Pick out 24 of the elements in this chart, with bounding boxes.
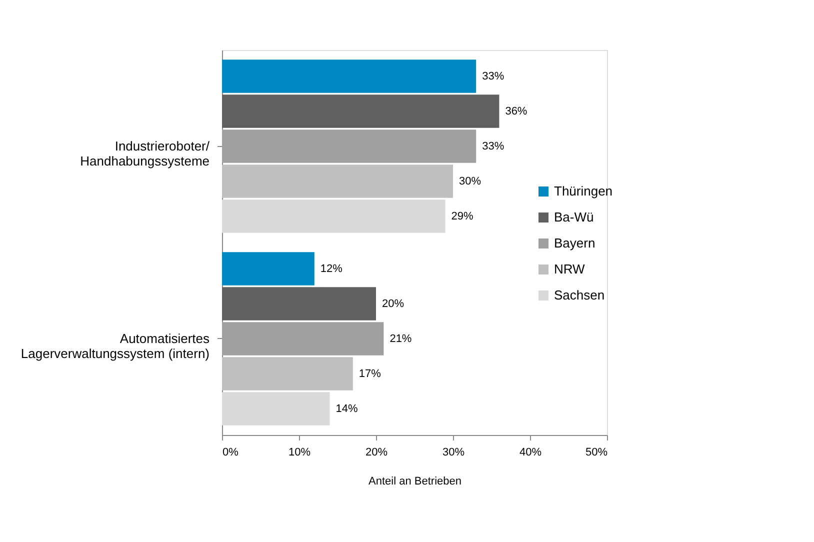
data-label: 20% bbox=[382, 298, 404, 310]
legend-label: NRW bbox=[554, 262, 586, 276]
x-axis-title: Anteil an Betrieben bbox=[368, 476, 462, 488]
data-label: 30% bbox=[459, 175, 482, 188]
legend-label: Bayern bbox=[554, 236, 596, 250]
data-label: 29% bbox=[451, 210, 474, 222]
data-label: 14% bbox=[336, 402, 358, 415]
x-tick-label: 0% bbox=[222, 446, 239, 458]
x-tick-label: 30% bbox=[442, 446, 465, 458]
data-label: 33% bbox=[482, 70, 504, 82]
x-tick-label: 50% bbox=[585, 446, 608, 458]
legend-label: Sachsen bbox=[554, 288, 605, 302]
data-label: 33% bbox=[482, 140, 504, 152]
x-tick-label: 20% bbox=[365, 446, 388, 458]
data-label: 17% bbox=[358, 368, 382, 380]
y-tick-label: Industrieroboter/ Handhabungssysteme bbox=[80, 138, 210, 168]
y-tick-label: Automatisiertes Lagerverwaltungssystem (intern) bbox=[20, 330, 210, 361]
data-label: 12% bbox=[320, 262, 343, 275]
legend-label: Thüringen bbox=[554, 184, 613, 198]
data-label: 36% bbox=[505, 105, 528, 118]
x-tick-label: 10% bbox=[288, 446, 311, 458]
legend-label: Ba-Wü bbox=[554, 210, 594, 224]
data-label: 21% bbox=[390, 332, 412, 345]
x-tick-label: 40% bbox=[519, 446, 542, 458]
